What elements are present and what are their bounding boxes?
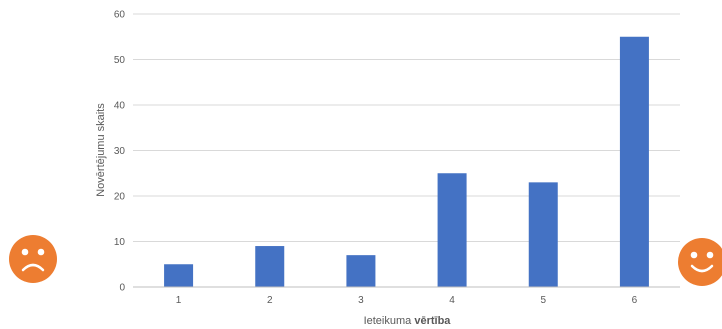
sad-face-right-eye: [37, 248, 45, 256]
bar-1: [164, 264, 194, 287]
y-tick-label: 30: [114, 146, 126, 157]
happy-face-circle: [678, 238, 722, 286]
x-axis-title: Ieteikuma vērtība: [364, 315, 452, 327]
bar-5: [528, 182, 558, 287]
y-tick-label: 10: [114, 237, 126, 248]
x-tick-label: 3: [358, 295, 364, 306]
x-tick-label: 5: [540, 295, 546, 306]
y-tick-label: 50: [114, 55, 126, 66]
x-tick-label: 1: [176, 295, 182, 306]
bar-6: [619, 36, 649, 287]
happy-face-icon: [678, 238, 722, 286]
bar-3: [346, 255, 376, 287]
bar-2: [255, 246, 285, 287]
sad-face-left-eye: [21, 248, 29, 256]
happy-face-mouth: [690, 264, 714, 273]
x-tick-label: 4: [449, 295, 455, 306]
happy-face-left-eye: [690, 251, 698, 259]
y-tick-label: 0: [119, 283, 125, 294]
x-tick-label: 6: [632, 295, 638, 306]
y-tick-label: 40: [114, 101, 126, 112]
y-axis-title: Novērtējumu skaits: [95, 103, 107, 197]
sad-face-icon: [9, 235, 57, 283]
y-tick-labels: 0 10 20 30 40 50 60: [114, 10, 126, 294]
gridlines: [133, 13, 680, 242]
bars: [164, 36, 649, 287]
x-axis-title-bold-part: vērtība: [414, 315, 451, 327]
y-tick-label: 60: [114, 10, 126, 21]
bar-4: [437, 173, 467, 287]
x-axis-title-part: Ieteikuma: [364, 315, 415, 327]
x-tick-labels: 1 2 3 4 5 6: [176, 295, 638, 306]
sad-face-circle: [9, 235, 57, 283]
happy-face-right-eye: [706, 251, 714, 259]
sad-face-mouth: [21, 263, 45, 272]
x-tick-label: 2: [267, 295, 273, 306]
y-tick-label: 20: [114, 192, 126, 203]
